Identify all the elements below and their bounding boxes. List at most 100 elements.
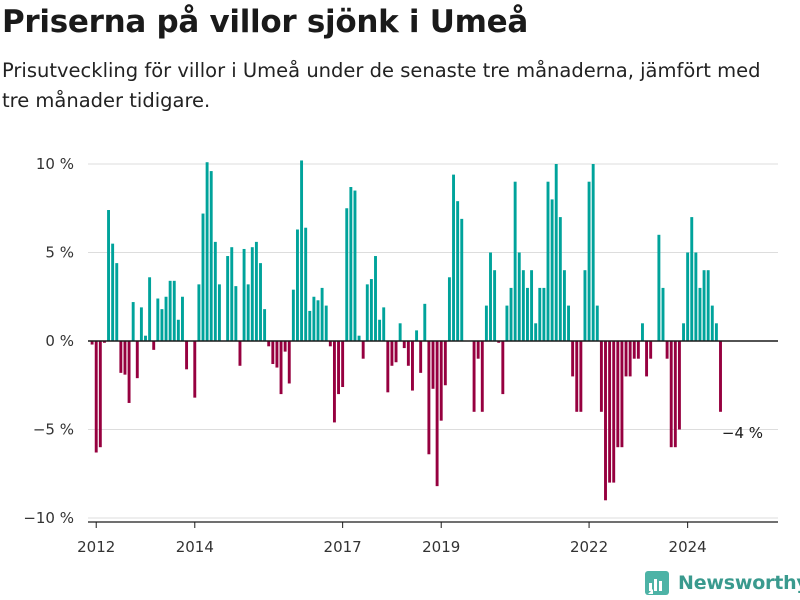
bar: [530, 270, 534, 341]
bar: [690, 217, 694, 341]
brand: Newsworthy: [644, 568, 800, 598]
axis-layer: 10 % 5 % 0 % −5 % −10 %2012 2014 2017 2019 2022 2…: [23, 155, 778, 556]
bar: [386, 341, 390, 393]
bar: [575, 341, 579, 412]
bar: [324, 305, 328, 341]
chart-subtitle: Prisutveckling för villor i Umeå under d…: [2, 59, 761, 112]
newsworthy-logo-icon: [645, 571, 669, 595]
bar: [431, 341, 435, 389]
bar: [308, 310, 312, 341]
bar: [287, 341, 291, 384]
y-tick-label: −10 %: [23, 509, 74, 527]
bar: [148, 277, 152, 341]
bar: [217, 284, 221, 341]
bar: [205, 162, 209, 341]
bar: [332, 341, 336, 423]
bar: [476, 341, 480, 359]
bar: [156, 298, 160, 341]
bar: [415, 330, 419, 341]
bar: [583, 270, 587, 341]
bar: [119, 341, 123, 373]
bar: [201, 213, 205, 341]
bar: [378, 319, 382, 341]
bar: [456, 201, 460, 341]
bar: [719, 341, 722, 412]
bar: [181, 296, 184, 341]
bar: [706, 270, 710, 341]
bar: [517, 252, 521, 341]
bar: [250, 247, 254, 341]
bar: [435, 341, 439, 487]
bar: [554, 164, 558, 341]
bar: [312, 296, 316, 341]
bar: [484, 305, 488, 341]
bar: [328, 341, 332, 347]
bar: [94, 341, 98, 453]
bar: [406, 341, 410, 366]
bar: [702, 270, 706, 341]
bar: [131, 302, 135, 341]
bar: [423, 303, 427, 341]
bar: [90, 341, 94, 345]
x-tick-label: 2017: [324, 538, 362, 556]
bar: [226, 256, 230, 341]
bar: [107, 210, 110, 341]
bar: [127, 341, 131, 403]
bar: [673, 341, 677, 448]
bar: [538, 287, 542, 341]
bar: [489, 252, 492, 341]
bar: [263, 309, 267, 341]
bar: [144, 335, 147, 341]
bar: [209, 171, 213, 341]
bar: [698, 287, 702, 341]
bar: [628, 341, 632, 377]
y-tick-label: −5 %: [33, 421, 74, 439]
bar: [300, 160, 304, 341]
y-tick-label: 10 %: [36, 155, 74, 173]
bar: [172, 280, 176, 341]
bar: [123, 341, 127, 375]
bar: [542, 287, 546, 341]
x-tick-label: 2024: [669, 538, 707, 556]
bar: [641, 323, 644, 341]
bar: [550, 199, 554, 341]
bar: [353, 190, 357, 341]
bar: [509, 287, 513, 341]
bar: [632, 341, 636, 359]
bar: [505, 305, 509, 341]
bar: [669, 341, 673, 448]
bar: [439, 341, 443, 421]
bar: [608, 341, 612, 483]
bar: [460, 218, 464, 341]
bar: [242, 248, 246, 341]
bar: [357, 335, 361, 341]
x-tick-label: 2014: [176, 538, 214, 556]
bar: [234, 286, 238, 341]
bar: [419, 341, 423, 373]
bar: [636, 341, 640, 359]
bar: [587, 181, 591, 341]
bar: [349, 187, 353, 341]
x-tick-label: 2012: [77, 538, 115, 556]
bar: [345, 208, 349, 341]
bar-layer: [90, 160, 722, 501]
annotation-layer: −4 %: [722, 424, 763, 442]
bar: [398, 323, 402, 341]
bar: [320, 287, 324, 341]
bar: [164, 296, 168, 341]
bar: [213, 241, 217, 341]
last-value-label: −4 %: [722, 424, 763, 442]
bar: [135, 341, 139, 379]
bar: [197, 284, 201, 341]
bar: [501, 341, 505, 395]
bar: [604, 341, 607, 501]
bar: [620, 341, 624, 448]
bar: [394, 341, 398, 363]
bar: [304, 227, 308, 341]
bar: [176, 319, 180, 341]
bar: [443, 341, 447, 386]
bar: [452, 174, 455, 341]
bar: [521, 270, 525, 341]
bar: [513, 181, 517, 341]
bar: [98, 341, 102, 448]
